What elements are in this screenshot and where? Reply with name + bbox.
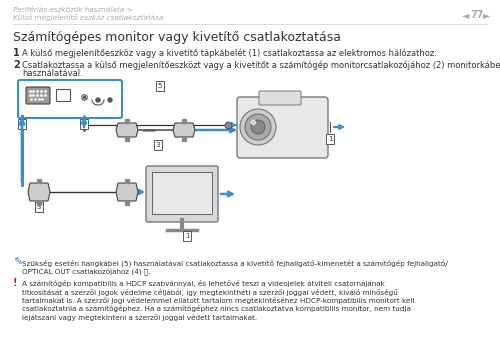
Text: A számítógép kompatibilis a HDCP szabvánnyal, és lehetővé teszi a videojelek átv: A számítógép kompatibilis a HDCP szabván…	[22, 280, 385, 287]
Text: Számítógépes monitor vagy kivetítő csatlakoztatása: Számítógépes monitor vagy kivetítő csatl…	[13, 31, 341, 44]
Polygon shape	[28, 183, 50, 201]
Text: 2: 2	[13, 60, 20, 70]
Text: 1: 1	[13, 48, 20, 58]
Text: 3: 3	[37, 204, 41, 210]
Text: 5: 5	[158, 83, 162, 89]
FancyBboxPatch shape	[146, 166, 218, 222]
Circle shape	[251, 120, 265, 134]
Polygon shape	[116, 183, 138, 201]
Text: lejátszani vagy megtekinteni a szerzői joggal védett tartalmakat.: lejátszani vagy megtekinteni a szerzői j…	[22, 314, 257, 321]
Text: Szükség esetén hangkábel (5) használatával csatlakoztassa a kivetítő fejhallgató: Szükség esetén hangkábel (5) használatáv…	[22, 259, 448, 267]
FancyBboxPatch shape	[237, 97, 328, 158]
Text: csatlakoztatnia a számítógéphez. Ha a számítógéphez nincs csatlakoztatva kompati: csatlakoztatnia a számítógéphez. Ha a sz…	[22, 305, 411, 312]
Text: 1: 1	[185, 233, 189, 239]
Text: 4: 4	[82, 121, 86, 127]
Text: titkosítását a szerzői jogok védelme céljából, így megtekintheti a szerzői jogga: titkosítását a szerzői jogok védelme cél…	[22, 288, 398, 295]
Text: 2: 2	[20, 121, 24, 127]
Circle shape	[108, 98, 112, 102]
Text: ✎: ✎	[13, 258, 22, 268]
FancyBboxPatch shape	[259, 91, 301, 105]
Text: OPTICAL OUT csatlakozójához (4) ⦿.: OPTICAL OUT csatlakozójához (4) ⦿.	[22, 267, 150, 275]
Circle shape	[96, 98, 100, 102]
Text: Külső megjelenítő eszköz csatlakoztatása: Külső megjelenítő eszköz csatlakoztatása	[13, 14, 164, 21]
Text: 1: 1	[328, 136, 332, 142]
Text: tartalmakat is. A szerzői jogi védelemmel ellátott tartalom megtekintéséhez HDCP: tartalmakat is. A szerzői jogi védelemme…	[22, 297, 414, 304]
Text: használatával.: használatával.	[22, 69, 83, 78]
Text: !: !	[13, 278, 18, 288]
Text: Csatlakoztassa a külső megjelenítőeszközt vagy a kivetítőt a számítógép monitorc: Csatlakoztassa a külső megjelenítőeszköz…	[22, 60, 500, 70]
Text: Perifériás eszközök használata >: Perifériás eszközök használata >	[13, 7, 132, 13]
Text: ◄: ◄	[462, 10, 469, 20]
FancyBboxPatch shape	[56, 90, 70, 102]
Text: ►: ►	[483, 10, 490, 20]
Circle shape	[240, 109, 276, 145]
Text: 3: 3	[156, 142, 160, 148]
Text: A külső megjelenítőeszköz vagy a kivetítő tápkábelét (1) csatlakoztassa az elekt: A külső megjelenítőeszköz vagy a kivetít…	[22, 48, 437, 58]
FancyBboxPatch shape	[152, 172, 212, 214]
FancyBboxPatch shape	[18, 80, 122, 118]
Circle shape	[245, 114, 271, 140]
Text: 77: 77	[470, 10, 484, 20]
Polygon shape	[116, 123, 138, 137]
Polygon shape	[173, 123, 195, 137]
FancyBboxPatch shape	[26, 87, 50, 104]
